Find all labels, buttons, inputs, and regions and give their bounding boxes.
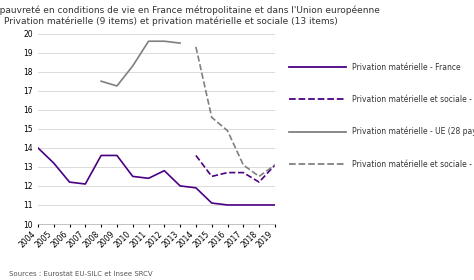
Privation matérielle - UE (28 pays) [146,39,151,43]
Privation matérielle - France [67,180,73,184]
Privation matérielle - France [51,161,56,165]
Privation matérielle et sociale - France [209,175,215,178]
Privation matérielle et sociale - France [256,180,262,184]
Privation matérielle - France [209,201,215,205]
Text: Privation matérielle - UE (28 pays): Privation matérielle - UE (28 pays) [352,127,474,136]
Privation matérielle - UE (28 pays) [130,64,136,68]
Privation matérielle - UE (28 pays) [114,84,120,88]
Line: Privation matérielle - UE (28 pays): Privation matérielle - UE (28 pays) [101,41,180,86]
Privation matérielle - France [82,182,88,186]
Privation matérielle et sociale - UE (28 pays) [193,45,199,49]
Privation matérielle - UE (28 pays) [177,41,183,45]
Line: Privation matérielle - France: Privation matérielle - France [38,148,275,205]
Privation matérielle et sociale - UE (28 pays) [209,116,215,119]
Privation matérielle et sociale - France [225,171,230,174]
Privation matérielle et sociale - UE (28 pays) [256,175,262,178]
Privation matérielle - France [35,146,41,150]
Line: Privation matérielle et sociale - UE (28 pays): Privation matérielle et sociale - UE (28… [196,47,275,176]
Privation matérielle et sociale - France [193,154,199,157]
Line: Privation matérielle et sociale - France: Privation matérielle et sociale - France [196,155,275,182]
Privation matérielle - France [98,154,104,157]
Privation matérielle et sociale - UE (28 pays) [272,163,278,167]
Privation matérielle - France [256,203,262,207]
Privation matérielle - France [114,154,120,157]
Privation matérielle et sociale - France [272,163,278,167]
Privation matérielle et sociale - UE (28 pays) [240,163,246,167]
Text: Privation matérielle et sociale - UE (28 pays): Privation matérielle et sociale - UE (28… [352,159,474,169]
Privation matérielle et sociale - UE (28 pays) [225,129,230,132]
Privation matérielle - France [225,203,230,207]
Text: Privation matérielle - France: Privation matérielle - France [352,63,460,72]
Privation matérielle - France [162,169,167,172]
Text: Taux de pauvreté en conditions de vie en France métropolitaine et dans l'Union e: Taux de pauvreté en conditions de vie en… [0,6,380,26]
Privation matérielle - UE (28 pays) [98,80,104,83]
Privation matérielle - France [130,175,136,178]
Text: Sources : Eurostat EU-SILC et Insee SRCV: Sources : Eurostat EU-SILC et Insee SRCV [9,271,153,277]
Privation matérielle - France [177,184,183,188]
Privation matérielle - France [146,177,151,180]
Privation matérielle et sociale - France [240,171,246,174]
Privation matérielle - France [240,203,246,207]
Privation matérielle - UE (28 pays) [162,39,167,43]
Privation matérielle - France [272,203,278,207]
Text: Privation matérielle et sociale - France: Privation matérielle et sociale - France [352,95,474,104]
Privation matérielle - France [193,186,199,190]
